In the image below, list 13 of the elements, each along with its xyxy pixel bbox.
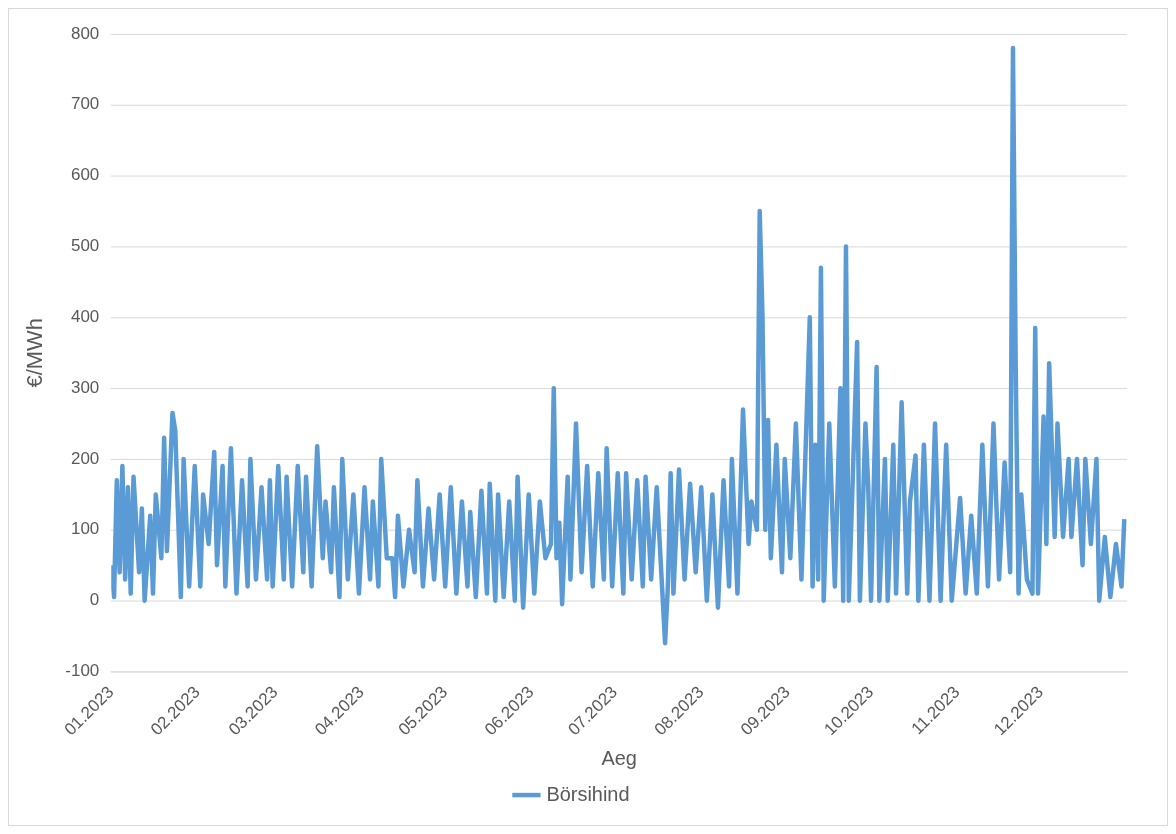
legend-label: Börsihind — [546, 782, 630, 805]
y-tick-label: 300 — [70, 377, 100, 397]
y-axis-title: €/MWh — [22, 317, 48, 388]
y-tick-label: 400 — [70, 306, 100, 326]
x-axis-title: Aeg — [601, 746, 637, 769]
y-tick-label: 0 — [89, 590, 100, 610]
y-tick-label: -100 — [65, 661, 100, 681]
y-tick-label: 700 — [70, 94, 100, 114]
y-tick-label: 100 — [70, 519, 100, 539]
y-tick-label: 600 — [70, 165, 100, 185]
y-tick-label: 500 — [70, 236, 100, 256]
y-tick-label: 800 — [70, 23, 100, 43]
y-tick-label: 200 — [70, 448, 100, 468]
